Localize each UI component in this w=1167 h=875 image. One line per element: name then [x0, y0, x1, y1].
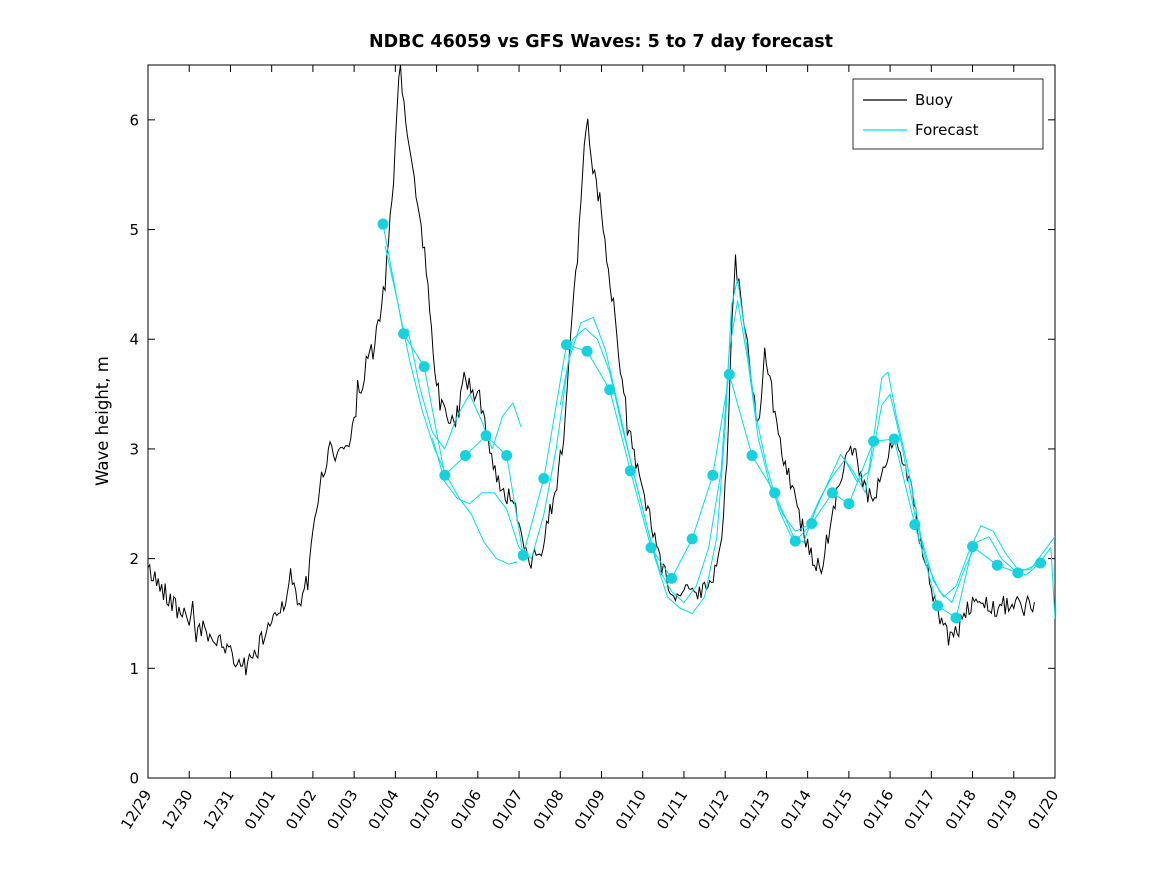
plot-area — [148, 65, 1055, 676]
forecast-marker — [932, 600, 944, 612]
x-tick-label: 01/20 — [1024, 787, 1062, 833]
y-tick-label: 1 — [129, 660, 139, 678]
x-tick-label: 01/12 — [694, 787, 732, 833]
x-tick-label: 12/30 — [158, 787, 196, 833]
forecast-marker — [909, 519, 921, 531]
forecast-marker — [501, 450, 513, 462]
x-tick-label: 01/19 — [983, 787, 1021, 833]
forecast-line — [432, 278, 1055, 614]
forecast-marker — [991, 559, 1003, 571]
forecast-marker — [888, 433, 900, 445]
x-tick-label: 01/02 — [282, 787, 320, 833]
x-tick-label: 12/31 — [200, 787, 238, 833]
forecast-marker — [843, 498, 855, 510]
forecast-marker — [769, 487, 781, 499]
forecast-marker — [538, 473, 550, 485]
forecast-marker — [624, 465, 636, 477]
forecast-marker — [398, 328, 410, 340]
buoy-line — [148, 65, 1035, 676]
forecast-marker — [439, 469, 451, 481]
forecast-marker — [645, 542, 657, 554]
forecast-marker — [459, 450, 471, 462]
forecast-line — [384, 245, 518, 565]
forecast-line — [559, 300, 1055, 619]
forecast-marker — [1035, 557, 1047, 569]
forecast-marker — [418, 361, 430, 373]
forecast-marker — [581, 345, 593, 357]
forecast-line — [407, 328, 522, 450]
forecast-marker — [686, 533, 698, 545]
chart-title: NDBC 46059 vs GFS Waves: 5 to 7 day fore… — [369, 32, 833, 52]
x-tick-label: 01/14 — [777, 787, 815, 833]
y-axis-label: Wave height, m — [93, 356, 112, 486]
forecast-marker — [377, 218, 389, 230]
y-tick-label: 2 — [129, 550, 139, 568]
x-tick-label: 01/11 — [653, 787, 691, 833]
forecast-marker — [746, 450, 758, 462]
forecast-marker — [480, 430, 492, 442]
forecast-marker — [967, 541, 979, 553]
y-tick-label: 0 — [129, 770, 139, 788]
forecast-marker — [666, 572, 678, 584]
x-tick-label: 01/01 — [241, 787, 279, 833]
forecast-marker — [604, 384, 616, 396]
x-tick-label: 01/15 — [818, 787, 856, 833]
x-tick-label: 12/29 — [117, 787, 155, 833]
y-tick-label: 6 — [129, 111, 139, 129]
x-tick-label: 01/17 — [901, 787, 939, 833]
y-tick-label: 3 — [129, 440, 139, 458]
forecast-marker — [1012, 567, 1024, 579]
forecast-marker — [517, 549, 529, 561]
x-tick-label: 01/03 — [323, 787, 361, 833]
forecast-marker — [789, 535, 801, 547]
forecast-marker — [826, 487, 838, 499]
x-tick-label: 01/08 — [529, 787, 567, 833]
x-tick-label: 01/10 — [612, 787, 650, 833]
y-tick-label: 4 — [129, 331, 139, 349]
x-tick-label: 01/06 — [447, 787, 485, 833]
legend[interactable]: Buoy Forecast — [852, 78, 1044, 150]
forecast-marker — [950, 612, 962, 624]
x-tick-label: 01/04 — [365, 787, 403, 833]
y-tick-label: 5 — [129, 221, 139, 239]
axes-box — [147, 64, 1056, 779]
x-tick-label: 01/18 — [942, 787, 980, 833]
x-tick-label: 01/05 — [406, 787, 444, 833]
forecast-marker — [707, 469, 719, 481]
legend-box — [852, 78, 1044, 150]
legend-label-buoy[interactable]: Buoy — [915, 91, 953, 109]
x-tick-label: 01/13 — [736, 787, 774, 833]
forecast-marker — [806, 518, 818, 530]
x-tick-label: 01/09 — [571, 787, 609, 833]
forecast-marker — [868, 435, 880, 447]
x-tick-label: 01/16 — [859, 787, 897, 833]
x-tick-label: 01/07 — [488, 787, 526, 833]
forecast-marker — [560, 339, 572, 351]
legend-label-forecast[interactable]: Forecast — [915, 121, 979, 139]
forecast-marker — [723, 368, 735, 380]
